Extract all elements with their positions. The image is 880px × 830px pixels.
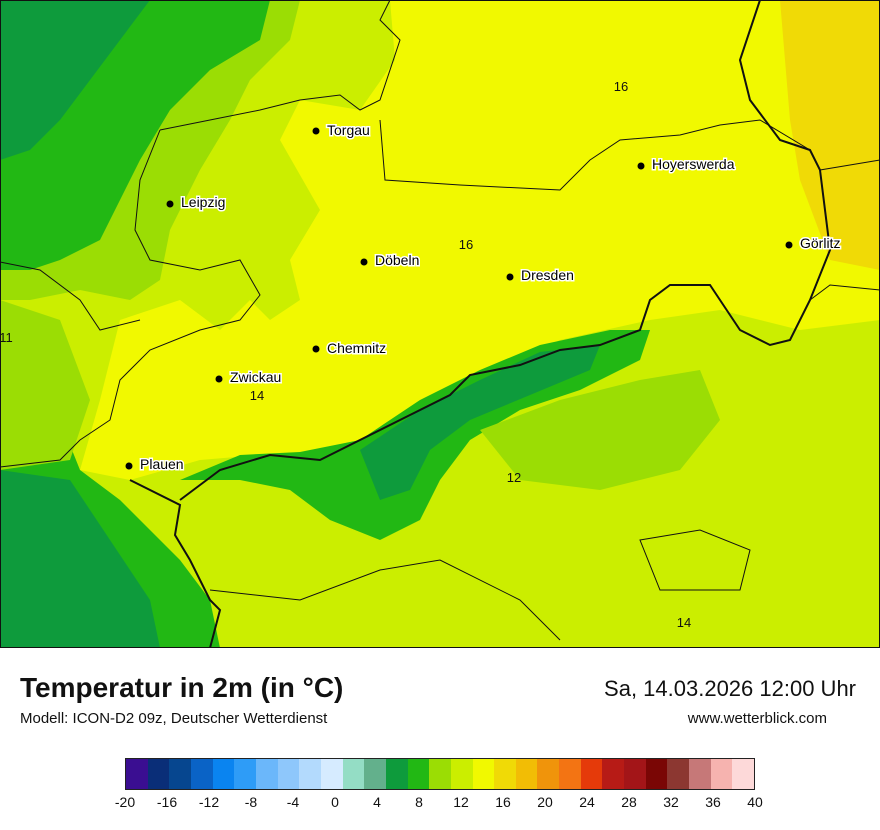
footer: Temperatur in 2m (in °C) Modell: ICON-D2… xyxy=(0,648,880,830)
city-label: Görlitz xyxy=(800,235,840,251)
legend-swatch xyxy=(450,759,473,789)
field-orange-ne xyxy=(780,0,880,270)
city-dot xyxy=(166,200,174,208)
city-label: Hoyerswerda xyxy=(652,156,735,172)
legend-tick-label: -20 xyxy=(114,794,136,810)
legend-swatch xyxy=(515,759,538,789)
legend-swatch xyxy=(364,759,386,789)
legend-swatch xyxy=(190,759,213,789)
city-dot xyxy=(785,241,793,249)
border-czech xyxy=(179,0,832,501)
city-dot xyxy=(312,345,320,353)
legend-tick-label: -16 xyxy=(156,794,178,810)
temperature-map-svg: Torgau Hoyerswerda Leipzig Döbeln Dresde… xyxy=(0,0,880,649)
model-info: Modell: ICON-D2 09z, Deutscher Wetterdie… xyxy=(20,710,328,727)
border-sw xyxy=(129,479,222,649)
city-dot xyxy=(506,273,514,281)
field-darkgreen-mountains xyxy=(360,345,600,500)
border-poland-s xyxy=(809,284,880,301)
legend-tick-label: 20 xyxy=(537,794,553,810)
contour-label: 14 xyxy=(250,388,264,403)
legend-swatch xyxy=(169,759,191,789)
legend-swatch xyxy=(212,759,235,789)
city-dot xyxy=(637,162,645,170)
city-label: Dresden xyxy=(521,267,574,283)
border-bavaria xyxy=(209,559,561,641)
state-borders xyxy=(0,0,880,641)
legend-swatch xyxy=(689,759,711,789)
city-dot xyxy=(312,127,320,135)
border-north xyxy=(159,0,401,131)
legend-tick-label: -4 xyxy=(286,794,300,810)
city-dot xyxy=(360,258,368,266)
color-legend xyxy=(125,758,755,790)
border-brandenburg xyxy=(379,119,811,191)
legend-swatch xyxy=(385,759,408,789)
legend-tick-label: 36 xyxy=(705,794,721,810)
legend-swatch xyxy=(407,759,430,789)
legend-tick-label: 8 xyxy=(415,794,423,810)
legend-swatch xyxy=(472,759,495,789)
legend-tick-label: 32 xyxy=(663,794,679,810)
legend-swatch xyxy=(277,759,300,789)
legend-swatch xyxy=(126,759,148,789)
legend-swatch xyxy=(494,759,516,789)
contour-label: 11 xyxy=(0,330,13,345)
city-dot xyxy=(125,462,133,470)
city-label: Chemnitz xyxy=(327,340,386,356)
map-title: Temperatur in 2m (in °C) xyxy=(20,672,344,703)
country-borders xyxy=(129,0,832,649)
field-darkgreen-sw xyxy=(0,470,160,648)
legend-tick-label: 4 xyxy=(373,794,381,810)
contour-label: 12 xyxy=(507,470,521,485)
city-markers: Torgau Hoyerswerda Leipzig Döbeln Dresde… xyxy=(125,121,842,474)
legend-tick-label: 0 xyxy=(331,794,339,810)
legend-ticks: -20 -16 -12 -8 -4 0 4 8 12 16 20 24 28 32 36 40 xyxy=(0,794,880,814)
border-west xyxy=(0,261,141,331)
city-label: Döbeln xyxy=(375,252,419,268)
legend-swatch xyxy=(645,759,668,789)
border-thuringia xyxy=(0,129,261,468)
legend-swatch xyxy=(342,759,365,789)
field-lightgreen-east xyxy=(480,370,720,490)
legend-tick-label: -8 xyxy=(244,794,258,810)
legend-swatch xyxy=(732,759,755,789)
legend-swatch xyxy=(537,759,560,789)
legend-swatch xyxy=(255,759,278,789)
legend-swatch xyxy=(559,759,581,789)
city-label: Torgau xyxy=(327,122,370,138)
legend-tick-label: 28 xyxy=(621,794,637,810)
legend-swatch xyxy=(429,759,451,789)
temperature-map: Torgau Hoyerswerda Leipzig Döbeln Dresde… xyxy=(0,0,880,649)
legend-tick-label: 16 xyxy=(495,794,511,810)
legend-swatch xyxy=(147,759,170,789)
legend-swatch xyxy=(624,759,646,789)
forecast-datetime: Sa, 14.03.2026 12:00 Uhr xyxy=(604,676,856,701)
border-district xyxy=(639,529,751,591)
contour-label: 16 xyxy=(459,237,473,252)
website-link[interactable]: www.wetterblick.com xyxy=(687,710,827,727)
legend-tick-label: 12 xyxy=(453,794,469,810)
field-lightgreen-w xyxy=(0,300,90,470)
legend-swatch xyxy=(299,759,321,789)
legend-tick-label: -12 xyxy=(198,794,220,810)
city-dot xyxy=(215,375,223,383)
contour-label: 14 xyxy=(677,615,691,630)
legend-swatch xyxy=(667,759,690,789)
legend-tick-label: 24 xyxy=(579,794,595,810)
contour-labels: 16 16 11 14 12 14 xyxy=(0,79,691,630)
legend-swatch xyxy=(580,759,603,789)
city-label: Zwickau xyxy=(230,369,281,385)
legend-swatch xyxy=(234,759,256,789)
city-label: Leipzig xyxy=(181,194,225,210)
legend-tick-label: 40 xyxy=(747,794,763,810)
contour-label: 16 xyxy=(614,79,628,94)
legend-swatch xyxy=(602,759,625,789)
legend-swatch xyxy=(320,759,343,789)
border-poland-n xyxy=(819,159,880,171)
city-label: Plauen xyxy=(140,456,184,472)
field-darkgreen-nw xyxy=(0,0,150,160)
legend-swatch xyxy=(710,759,733,789)
field-yellowgreen xyxy=(0,0,880,648)
